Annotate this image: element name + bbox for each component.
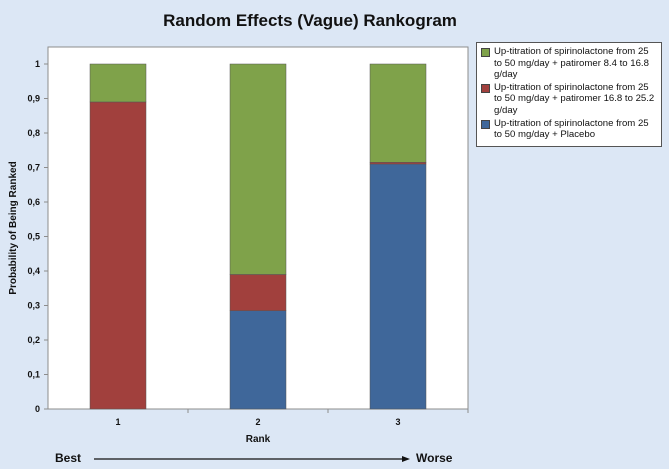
y-tick-label: 1	[35, 59, 40, 69]
worse-label: Worse	[416, 451, 453, 465]
y-tick-label: 0,2	[27, 335, 40, 345]
legend-entry: Up-titration of spirinolactone from 25 t…	[480, 118, 658, 141]
bar-segment-rank-3-series-1	[369, 162, 427, 165]
x-tick-label: 1	[115, 417, 120, 427]
y-tick-label: 0,5	[27, 232, 40, 242]
chart-title: Random Effects (Vague) Rankogram	[163, 11, 457, 30]
legend-entry: Up-titration of spirinolactone from 25 t…	[480, 46, 658, 81]
y-tick-label: 0,1	[27, 370, 40, 380]
bar-segment-rank-3-series-0	[369, 163, 427, 410]
y-tick-label: 0,9	[27, 94, 40, 104]
legend-swatch	[481, 48, 490, 57]
y-tick-label: 0,6	[27, 197, 40, 207]
y-tick-label: 0,8	[27, 128, 40, 138]
bar-segment-rank-2-series-1	[229, 274, 287, 311]
bar-segment-rank-3-series-2	[369, 63, 427, 163]
legend-label: Up-titration of spirinolactone from 25 t…	[494, 46, 649, 81]
y-axis-label: Probability of Being Ranked	[8, 161, 19, 294]
bar-segment-rank-1-series-2	[89, 63, 147, 103]
legend-entry: Up-titration of spirinolactone from 25 t…	[480, 82, 658, 117]
bar-segment-rank-2-series-2	[229, 63, 287, 275]
y-tick-label: 0,7	[27, 163, 40, 173]
bar-segment-rank-1-series-1	[89, 101, 147, 410]
x-tick-label: 2	[255, 417, 260, 427]
best-label: Best	[55, 451, 81, 465]
y-tick-label: 0,4	[27, 266, 40, 276]
legend-label: Up-titration of spirinolactone from 25 t…	[494, 81, 655, 116]
legend-label: Up-titration of spirinolactone from 25 t…	[494, 117, 649, 141]
legend: Up-titration of spirinolactone from 25 t…	[476, 42, 662, 147]
x-tick-label: 3	[395, 417, 400, 427]
arrow-head-icon	[402, 456, 410, 462]
y-tick-label: 0	[35, 404, 40, 414]
legend-swatch	[481, 83, 490, 93]
y-tick-label: 0,3	[27, 301, 40, 311]
legend-swatch	[481, 119, 490, 129]
bar-segment-rank-2-series-0	[229, 310, 287, 410]
x-axis-label: Rank	[246, 434, 271, 445]
